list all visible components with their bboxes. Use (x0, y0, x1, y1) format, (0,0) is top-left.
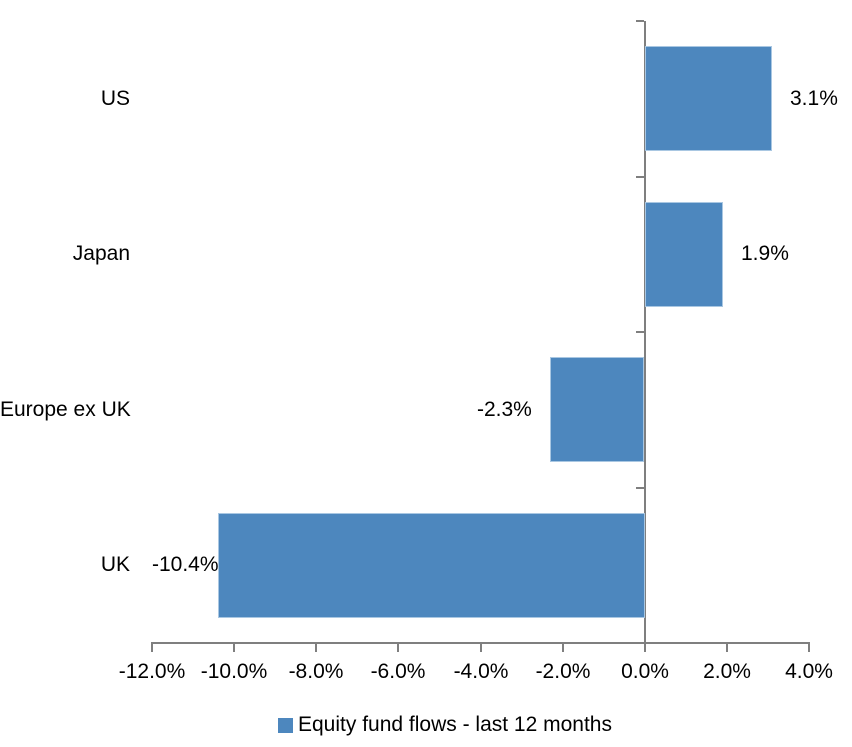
x-axis-tick (151, 644, 153, 652)
data-label: -2.3% (477, 398, 532, 421)
x-axis-tick (644, 644, 646, 652)
y-axis-category-tick (636, 176, 644, 178)
y-axis-category-tick (636, 20, 644, 22)
x-axis-tick (233, 644, 235, 652)
bar-japan (645, 202, 723, 307)
category-label: UK (100, 553, 130, 576)
x-axis-tick-label: -12.0% (118, 660, 186, 683)
x-axis-tick-label: 0.0% (621, 660, 669, 683)
legend-swatch-icon (278, 717, 293, 733)
x-axis-tick (480, 644, 482, 652)
y-axis-category-tick (636, 642, 644, 644)
x-axis-tick-label: -8.0% (288, 660, 344, 683)
data-label: -10.4% (152, 553, 219, 576)
x-axis-tick-label: 4.0% (785, 660, 833, 683)
data-label: 3.1% (790, 87, 838, 110)
x-axis-tick (808, 644, 810, 652)
x-axis-tick-label: -6.0% (370, 660, 426, 683)
category-label: US (100, 87, 130, 110)
x-axis-line (151, 642, 810, 644)
bar-europe-ex-uk (550, 357, 644, 462)
data-label: 1.9% (741, 242, 789, 265)
category-label: Japan (72, 242, 130, 265)
x-axis-tick (562, 644, 564, 652)
y-axis-category-tick (636, 331, 644, 333)
x-axis-tick-label: 2.0% (703, 660, 751, 683)
x-axis-tick (397, 644, 399, 652)
y-axis-category-tick (636, 487, 644, 489)
category-label: Europe ex UK (0, 398, 131, 421)
legend: Equity fund flows - last 12 months (278, 712, 612, 738)
x-axis-tick-label: -4.0% (453, 660, 509, 683)
x-axis-tick (315, 644, 317, 652)
y-axis-zero-line (644, 21, 646, 644)
bar-uk (218, 513, 645, 618)
legend-label: Equity fund flows - last 12 months (298, 713, 612, 736)
bar-us (645, 46, 772, 151)
x-axis-tick (726, 644, 728, 652)
x-axis-tick-label: -10.0% (200, 660, 268, 683)
x-axis-tick-label: -2.0% (535, 660, 591, 683)
